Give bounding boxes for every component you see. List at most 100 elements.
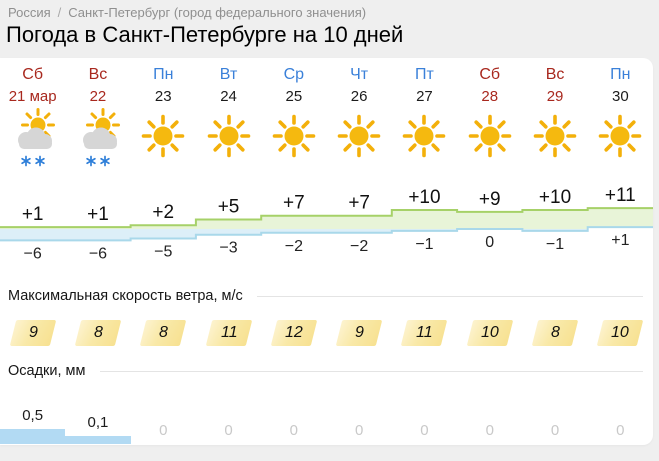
day-name: Ср — [283, 66, 305, 83]
wind-speed-badge: 8 — [65, 320, 130, 350]
breadcrumb-current: Санкт-Петербург (город федерального знач… — [68, 5, 367, 20]
day-temperature-label: +1 — [22, 204, 44, 225]
day-name: Пн — [153, 66, 174, 83]
wind-speed-value: 8 — [550, 324, 560, 341]
day-name: Вт — [219, 66, 238, 83]
night-temperature-label: −1 — [546, 236, 564, 253]
wind-badge-shape: 10 — [466, 320, 513, 346]
precip-value: 0 — [289, 422, 298, 439]
wind-speed-badge: 11 — [392, 320, 457, 350]
wind-speed-value: 10 — [480, 324, 499, 341]
day-column-header[interactable]: Чт 26 — [327, 66, 392, 105]
sun-icon — [261, 108, 326, 172]
sun-icon — [457, 108, 522, 172]
sun-icon — [588, 108, 653, 172]
night-temperature-label: −1 — [415, 236, 433, 253]
breadcrumb-separator: / — [57, 5, 62, 20]
precip-value: 0 — [354, 422, 364, 439]
wind-speed-value: 11 — [220, 324, 237, 341]
day-name: Вс — [545, 66, 565, 83]
precip-value: 0 — [224, 422, 233, 439]
precip-value: 0 — [550, 422, 560, 439]
wind-speed-badge: 12 — [261, 320, 326, 350]
wind-badge-shape: 12 — [270, 320, 318, 346]
precip-bar — [0, 429, 66, 444]
wind-speed-badge: 10 — [588, 320, 653, 350]
night-temperature-label: −2 — [350, 238, 368, 255]
precip-value: 0 — [159, 422, 168, 439]
day-name: Пн — [610, 66, 631, 83]
wind-speed-value: 11 — [416, 324, 433, 341]
day-temperature-label: +11 — [605, 185, 636, 206]
wind-speed-badge: 9 — [0, 320, 65, 350]
sun-cloud-snow-icon — [0, 108, 65, 172]
day-name: Сб — [22, 66, 43, 83]
day-column-header[interactable]: Ср 25 — [261, 66, 326, 105]
wind-speed-value: 8 — [93, 324, 103, 341]
day-column-header[interactable]: Пт 27 — [392, 66, 457, 105]
day-date: 29 — [546, 88, 564, 105]
day-name: Сб — [479, 66, 501, 83]
day-date: 25 — [285, 88, 303, 105]
breadcrumb: Россия / Санкт-Петербург (город федерально… — [8, 5, 366, 20]
day-temperature-label: +7 — [283, 193, 305, 214]
day-name: Вс — [88, 66, 108, 83]
day-date: 30 — [611, 88, 629, 105]
day-temperature-label: +1 — [87, 204, 109, 225]
section-divider — [256, 295, 643, 297]
night-temperature-label: −5 — [154, 244, 172, 261]
sun-cloud-snow-icon — [65, 108, 130, 172]
wind-badge-shape: 11 — [205, 320, 252, 346]
wind-badge-shape: 8 — [139, 320, 187, 346]
forecast-card: Сб 21 мар Вс 22 Пн 23 Вт 24 Ср 25 Чт 26 Пт 27 Сб 28 Вс 29… — [0, 58, 653, 445]
precip-value: 0 — [485, 422, 494, 439]
day-temperature-label: +5 — [218, 197, 240, 218]
day-date: 26 — [350, 88, 368, 105]
wind-badge-shape: 11 — [401, 320, 448, 346]
wind-speed-badge: 9 — [327, 320, 392, 350]
sun-icon — [196, 108, 261, 172]
precip-bar — [65, 436, 131, 444]
precip-value: 0,1 — [87, 414, 109, 431]
day-column-header[interactable]: Вс 22 — [65, 66, 130, 105]
wind-badge-shape: 9 — [9, 320, 56, 346]
page-title: Погода в Санкт-Петербурге на 10 дней — [6, 22, 404, 47]
wind-section-header: Максимальная скорость ветра, м/с — [8, 288, 643, 304]
sun-icon — [522, 108, 587, 172]
day-temperature-label: +7 — [348, 193, 370, 214]
night-temperature-label: +1 — [611, 232, 629, 249]
wind-speed-value: 9 — [28, 324, 38, 341]
precip-value: 0 — [420, 422, 429, 439]
day-temperature-label: +2 — [152, 202, 174, 223]
day-column-header[interactable]: Пн 23 — [131, 66, 196, 105]
night-temperature-label: −3 — [219, 240, 237, 257]
wind-speed-badge: 10 — [457, 320, 522, 350]
day-column-header[interactable]: Сб 21 мар — [0, 66, 65, 105]
wind-badge-shape: 10 — [597, 320, 644, 346]
night-temperature-label: 0 — [485, 234, 494, 251]
temperature-chart: +1 +1 +2 +5 +7 +7 +10 +9 +10 +11 −6 −6 −5 −3 −2 −2 −1 0 −1… — [0, 185, 653, 262]
day-date: 21 мар — [8, 88, 57, 105]
sun-icon — [392, 108, 457, 172]
day-column-header[interactable]: Вс 29 — [522, 66, 587, 105]
day-column-header[interactable]: Пн 30 — [588, 66, 653, 105]
day-date: 22 — [89, 88, 107, 105]
wind-speed-value: 8 — [158, 324, 168, 341]
wind-badge-shape: 9 — [335, 320, 383, 346]
day-column-header[interactable]: Сб 28 — [457, 66, 522, 105]
sun-icon — [327, 108, 392, 172]
day-temperature-label: +9 — [479, 189, 501, 210]
day-date: 28 — [481, 88, 499, 105]
breadcrumb-link-russia[interactable]: Россия — [8, 5, 51, 20]
night-temperature-label: −6 — [89, 245, 107, 262]
wind-speed-badge: 8 — [131, 320, 196, 350]
day-column-header[interactable]: Вт 24 — [196, 66, 261, 105]
wind-speed-badge: 11 — [196, 320, 261, 350]
wind-section-label: Максимальная скорость ветра, м/с — [8, 288, 243, 304]
night-temperature-label: −2 — [285, 238, 303, 255]
section-divider — [99, 370, 643, 372]
precip-value: 0,5 — [22, 407, 44, 424]
wind-speed-value: 9 — [354, 324, 364, 341]
wind-speed-value: 10 — [611, 324, 630, 341]
